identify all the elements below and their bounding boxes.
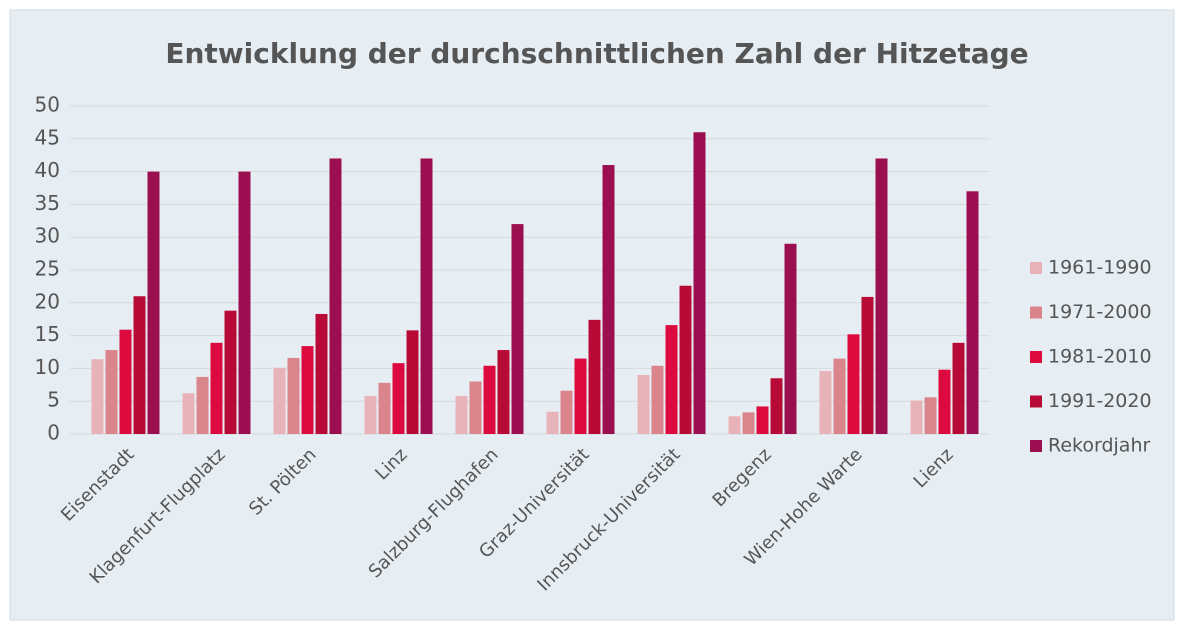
y-tick-label: 45 <box>35 125 60 149</box>
bar <box>693 132 706 435</box>
bar <box>182 393 195 434</box>
bar <box>560 390 573 434</box>
bar <box>315 313 328 434</box>
bar <box>770 378 783 434</box>
bar <box>273 367 286 434</box>
bar <box>301 346 314 434</box>
bar <box>224 310 237 434</box>
bar <box>574 358 587 434</box>
bar <box>588 319 601 434</box>
bar <box>91 359 104 434</box>
bar <box>966 191 979 434</box>
bar <box>119 329 132 434</box>
bar <box>364 395 377 434</box>
bar <box>455 395 468 434</box>
y-tick-label: 50 <box>35 93 60 117</box>
bar <box>728 416 741 434</box>
legend-label: 1961-1990 <box>1048 257 1152 279</box>
y-tick-label: 10 <box>35 355 60 379</box>
y-tick-label: 35 <box>35 191 60 215</box>
bar <box>875 158 888 435</box>
legend-label: Rekordjahr <box>1048 435 1150 457</box>
bar <box>133 296 146 434</box>
y-tick-label: 20 <box>35 289 60 313</box>
legend-label: 1971-2000 <box>1048 301 1152 323</box>
chart-title: Entwicklung der durchschnittlichen Zahl … <box>165 37 1028 70</box>
bar <box>147 171 160 434</box>
bar <box>483 365 496 434</box>
legend-label: 1981-2010 <box>1048 346 1152 368</box>
y-tick-label: 5 <box>47 388 60 412</box>
bar <box>742 412 755 434</box>
legend-swatch <box>1030 306 1042 319</box>
bar <box>105 350 118 434</box>
bar <box>210 342 223 434</box>
bar <box>847 334 860 434</box>
bar <box>196 376 209 434</box>
legend-swatch <box>1030 262 1042 274</box>
bar <box>329 158 342 435</box>
bar <box>497 350 510 434</box>
y-tick-label: 15 <box>35 322 60 346</box>
bar <box>392 363 405 434</box>
bar <box>602 165 615 435</box>
bar <box>511 224 524 434</box>
legend-swatch <box>1030 395 1042 408</box>
bar <box>546 411 559 434</box>
bar <box>238 171 251 434</box>
bar <box>406 330 419 434</box>
bar <box>952 342 965 434</box>
bar <box>378 382 391 434</box>
bar <box>420 158 433 435</box>
bar <box>756 406 769 434</box>
bar <box>833 358 846 434</box>
bar <box>819 371 832 434</box>
bar <box>287 357 300 434</box>
bar <box>665 325 678 434</box>
bar <box>784 243 797 434</box>
y-tick-label: 30 <box>35 224 60 248</box>
legend-swatch <box>1030 440 1042 452</box>
legend-swatch <box>1030 351 1042 363</box>
y-tick-label: 0 <box>47 421 60 445</box>
y-tick-label: 40 <box>35 158 60 182</box>
bar <box>938 369 951 434</box>
bar <box>651 365 664 434</box>
bar <box>679 285 692 434</box>
bar <box>861 296 874 434</box>
y-tick-label: 25 <box>35 257 60 281</box>
legend-label: 1991-2020 <box>1048 390 1152 412</box>
background <box>9 9 1175 621</box>
bar <box>924 397 937 434</box>
bar <box>637 374 650 434</box>
bar <box>469 381 482 434</box>
bar <box>910 400 923 434</box>
